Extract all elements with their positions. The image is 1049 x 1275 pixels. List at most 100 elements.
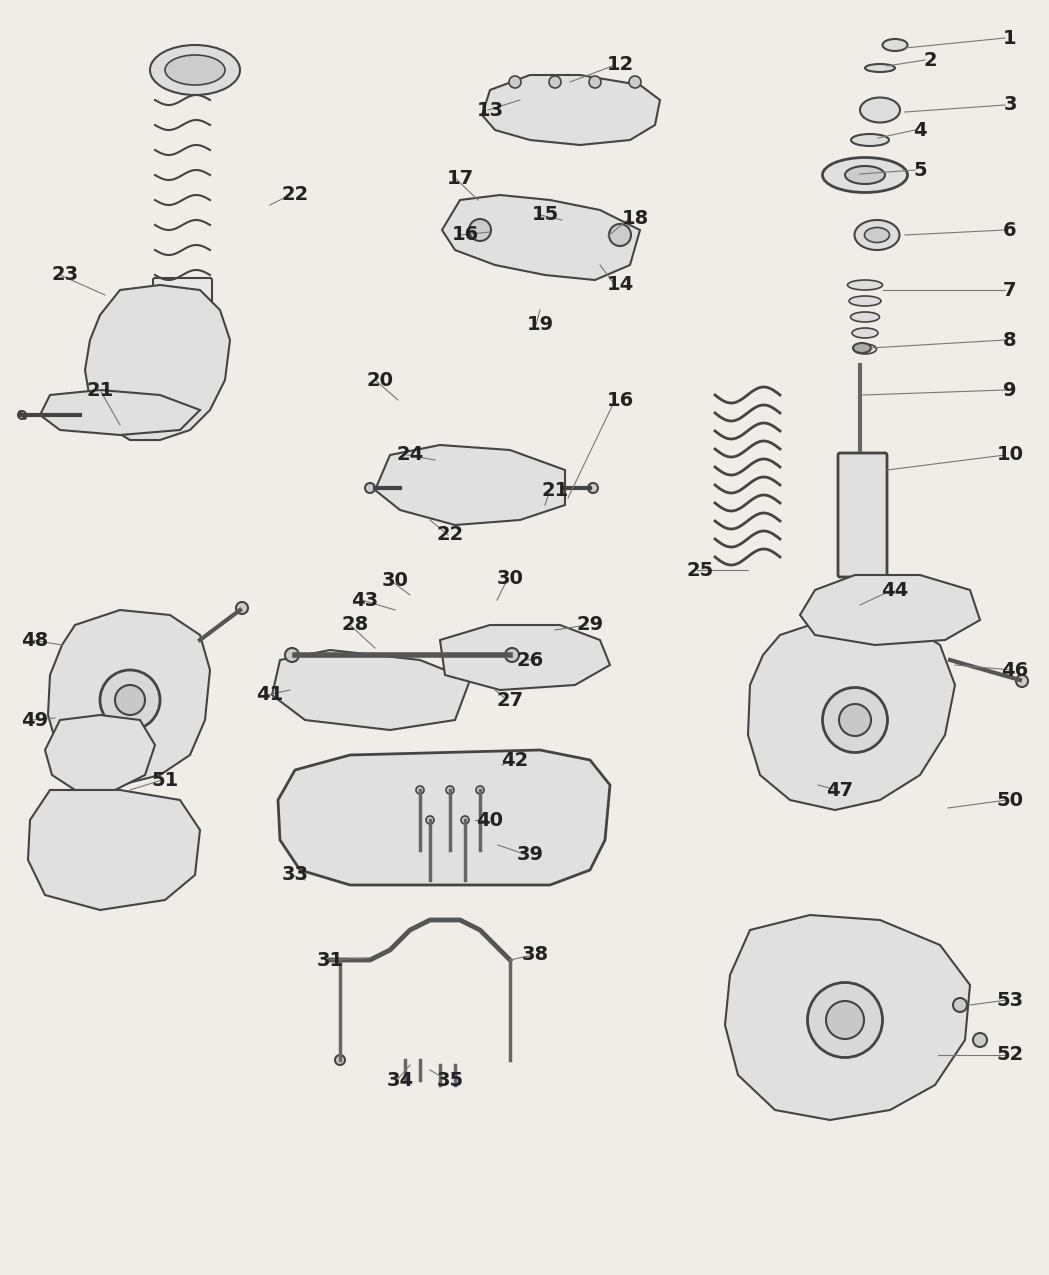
Text: 39: 39 [516, 845, 543, 864]
Ellipse shape [416, 785, 424, 794]
Ellipse shape [100, 669, 160, 731]
Polygon shape [28, 790, 200, 910]
Ellipse shape [864, 227, 890, 242]
Ellipse shape [973, 1033, 987, 1047]
Text: 52: 52 [997, 1046, 1024, 1065]
Ellipse shape [588, 76, 601, 88]
Text: 17: 17 [447, 168, 473, 187]
Ellipse shape [851, 134, 889, 147]
Ellipse shape [446, 785, 454, 794]
Ellipse shape [808, 983, 882, 1057]
Text: 23: 23 [51, 265, 79, 284]
Polygon shape [278, 750, 611, 885]
Polygon shape [800, 575, 980, 645]
Ellipse shape [629, 76, 641, 88]
Text: 31: 31 [317, 950, 344, 969]
Text: 27: 27 [496, 691, 523, 709]
Text: 34: 34 [386, 1071, 413, 1090]
Ellipse shape [865, 64, 895, 71]
Text: 16: 16 [451, 226, 478, 245]
Text: 48: 48 [21, 631, 48, 649]
Ellipse shape [115, 685, 145, 715]
Text: 1: 1 [1003, 28, 1016, 47]
Polygon shape [481, 75, 660, 145]
Polygon shape [374, 445, 565, 525]
Ellipse shape [285, 648, 299, 662]
Text: 43: 43 [351, 590, 379, 609]
Text: 49: 49 [21, 710, 48, 729]
Text: 12: 12 [606, 56, 634, 74]
Ellipse shape [476, 785, 484, 794]
Polygon shape [85, 286, 230, 440]
Polygon shape [272, 650, 470, 731]
Ellipse shape [848, 280, 882, 289]
Text: 51: 51 [151, 770, 178, 789]
Ellipse shape [845, 166, 885, 184]
Text: 28: 28 [341, 616, 368, 635]
Polygon shape [45, 715, 155, 790]
Ellipse shape [822, 687, 887, 752]
Text: 19: 19 [527, 315, 554, 334]
Text: 5: 5 [914, 161, 927, 180]
Polygon shape [40, 390, 200, 435]
Text: 3: 3 [1003, 96, 1016, 115]
Text: 20: 20 [366, 371, 393, 389]
Text: 16: 16 [606, 390, 634, 409]
Ellipse shape [365, 483, 374, 493]
Ellipse shape [509, 76, 521, 88]
Text: 44: 44 [881, 580, 908, 599]
Ellipse shape [609, 224, 631, 246]
Text: 38: 38 [521, 946, 549, 964]
Ellipse shape [588, 483, 598, 493]
Text: 35: 35 [436, 1071, 464, 1090]
Text: 21: 21 [86, 380, 113, 399]
FancyBboxPatch shape [838, 453, 887, 578]
Text: 9: 9 [1003, 380, 1016, 399]
Text: 50: 50 [997, 790, 1024, 810]
Text: 21: 21 [541, 481, 569, 500]
Text: 26: 26 [516, 650, 543, 669]
Ellipse shape [150, 45, 240, 96]
Text: 47: 47 [827, 780, 854, 799]
Text: 53: 53 [997, 991, 1024, 1010]
Ellipse shape [335, 1054, 345, 1065]
Polygon shape [748, 615, 955, 810]
Text: 8: 8 [1003, 330, 1016, 349]
Text: 41: 41 [256, 686, 283, 705]
Ellipse shape [852, 328, 878, 338]
Ellipse shape [1016, 674, 1028, 687]
Text: 25: 25 [686, 561, 713, 580]
Ellipse shape [822, 158, 907, 193]
Ellipse shape [853, 343, 871, 353]
Text: 7: 7 [1003, 280, 1016, 300]
Text: 30: 30 [382, 570, 408, 589]
Text: 33: 33 [281, 866, 308, 885]
Ellipse shape [860, 97, 900, 122]
Text: 30: 30 [496, 569, 523, 588]
Text: 4: 4 [914, 121, 927, 139]
Text: 40: 40 [476, 811, 504, 830]
Ellipse shape [236, 602, 248, 615]
Ellipse shape [469, 219, 491, 241]
Ellipse shape [461, 816, 469, 824]
Text: 24: 24 [397, 445, 424, 464]
Ellipse shape [882, 40, 907, 51]
Ellipse shape [854, 344, 877, 354]
Ellipse shape [952, 998, 967, 1012]
Text: 13: 13 [476, 101, 504, 120]
Text: 14: 14 [606, 275, 634, 295]
Text: 15: 15 [532, 205, 559, 224]
Polygon shape [440, 625, 611, 690]
Text: 18: 18 [621, 209, 648, 227]
Ellipse shape [849, 296, 881, 306]
Text: 42: 42 [501, 751, 529, 770]
Ellipse shape [549, 76, 561, 88]
Text: 6: 6 [1003, 221, 1016, 240]
Ellipse shape [855, 221, 899, 250]
Text: 22: 22 [436, 525, 464, 544]
Text: 10: 10 [997, 445, 1024, 464]
Polygon shape [725, 915, 970, 1119]
Ellipse shape [851, 312, 879, 323]
Text: 2: 2 [923, 51, 937, 70]
Polygon shape [48, 609, 210, 785]
